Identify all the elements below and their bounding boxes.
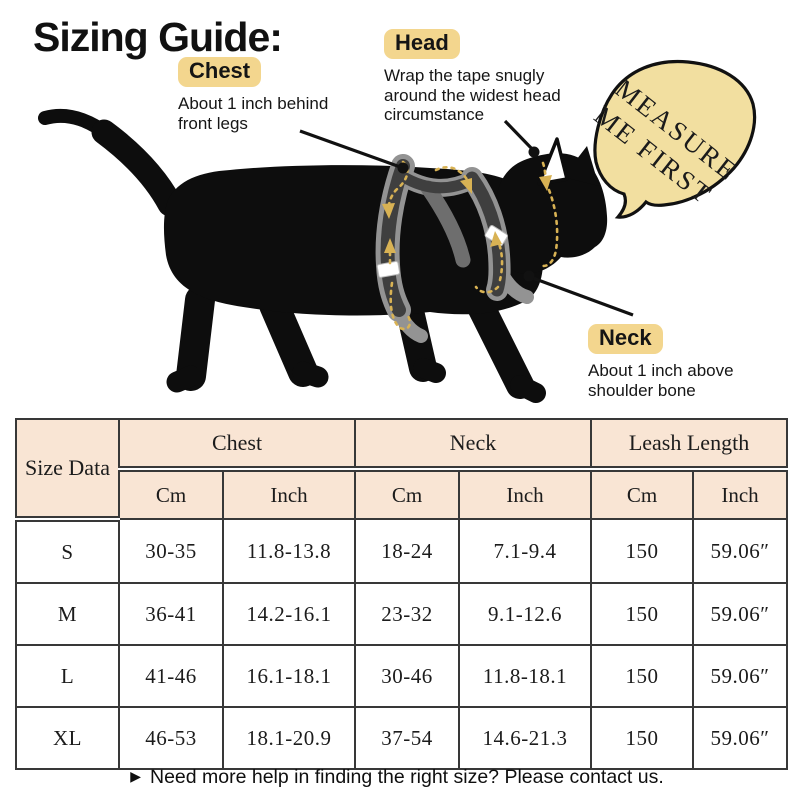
cell-chest-cm: 30-35	[118, 518, 224, 584]
footer-note-text: Need more help in finding the right size…	[149, 766, 664, 788]
size-table: Size Data Chest Neck Leash Length Cm Inc…	[15, 418, 789, 770]
table-row-xl: XL 46-53 18.1-20.9 37-54 14.6-21.3 150 5…	[15, 706, 789, 770]
corner-header-size-data: Size Data	[15, 418, 120, 522]
size-table-container: Size Data Chest Neck Leash Length Cm Inc…	[15, 418, 789, 770]
footer-note: ▶ Need more help in finding the right siz…	[0, 766, 794, 789]
harness-far-strap	[420, 180, 471, 268]
tape-neck-up	[496, 239, 504, 282]
leader-line-head	[503, 119, 536, 153]
cell-chest-inch: 18.1-20.9	[222, 706, 356, 770]
cell-chest-cm: 46-53	[118, 706, 224, 770]
tape-hanging-loop	[389, 281, 412, 331]
table-row-l: L 41-46 16.1-18.1 30-46 11.8-18.1 150 59…	[15, 644, 789, 708]
harness-buckle-chest	[376, 261, 401, 278]
unit-header-leash-inch: Inch	[692, 468, 789, 520]
measuring-tape-arrows	[382, 175, 552, 253]
cell-leash-cm: 150	[590, 706, 695, 770]
unit-header-neck-inch: Inch	[457, 468, 593, 520]
size-label: L	[15, 644, 120, 708]
arrow-right-icon: ▶	[130, 768, 141, 784]
size-label: XL	[15, 706, 120, 770]
tape-neck-bottom	[474, 285, 500, 294]
speech-bubble	[593, 59, 757, 219]
neck-callout-label: Neck	[588, 324, 663, 355]
tape-back-arc	[434, 166, 470, 183]
cat-measuring-illustration: MEASURE ME FIRST	[38, 59, 757, 403]
leader-dots	[397, 146, 540, 282]
leader-line-neck	[529, 275, 634, 317]
size-label: M	[15, 582, 120, 646]
group-header-chest: Chest	[118, 418, 356, 472]
cell-neck-inch: 14.6-21.3	[457, 706, 593, 770]
group-header-neck: Neck	[353, 418, 593, 472]
leader-line-chest	[299, 129, 404, 170]
chest-callout-note: About 1 inch behind front legs	[178, 94, 329, 133]
cell-chest-inch: 16.1-18.1	[222, 644, 356, 708]
neck-callout-note: About 1 inch above shoulder bone	[588, 361, 734, 400]
cell-neck-cm: 23-32	[354, 582, 460, 646]
cell-neck-inch: 7.1-9.4	[457, 518, 593, 584]
cell-neck-inch: 11.8-18.1	[457, 644, 593, 708]
cell-leash-inch: 59.06″	[692, 706, 789, 770]
cell-chest-inch: 14.2-16.1	[222, 582, 356, 646]
cell-leash-cm: 150	[590, 518, 695, 584]
leader-lines	[299, 119, 634, 317]
unit-header-leash-cm: Cm	[590, 468, 695, 520]
cell-neck-cm: 30-46	[354, 644, 460, 708]
cell-leash-inch: 59.06″	[692, 644, 789, 708]
unit-header-chest-cm: Cm	[118, 468, 224, 520]
unit-header-neck-cm: Cm	[354, 468, 460, 520]
head-callout-note: Wrap the tape snugly around the widest h…	[384, 66, 561, 125]
tape-head-loop	[541, 188, 559, 268]
cat-body	[163, 165, 544, 316]
cell-leash-cm: 150	[590, 582, 695, 646]
cell-neck-inch: 9.1-12.6	[457, 582, 593, 646]
head-callout-label: Head	[384, 29, 460, 60]
chest-callout-label: Chest	[178, 57, 262, 88]
unit-header-chest-inch: Inch	[222, 468, 356, 520]
page-title: Sizing Guide:	[33, 14, 283, 60]
cell-leash-cm: 150	[590, 644, 695, 708]
cell-chest-inch: 11.8-13.8	[222, 518, 356, 584]
size-label: S	[15, 518, 120, 584]
cell-chest-cm: 41-46	[118, 644, 224, 708]
cat-tail-base	[91, 119, 183, 217]
cell-neck-cm: 37-54	[354, 706, 460, 770]
table-row-s: S 30-35 11.8-13.8 18-24 7.1-9.4 150 59.0…	[15, 518, 789, 584]
cat-head	[495, 153, 608, 274]
cat-far-ear	[563, 146, 599, 186]
cell-chest-cm: 36-41	[118, 582, 224, 646]
cell-leash-inch: 59.06″	[692, 582, 789, 646]
table-row-m: M 36-41 14.2-16.1 23-32 9.1-12.6 150 59.…	[15, 582, 789, 646]
group-header-leash-length: Leash Length	[590, 418, 789, 472]
cell-leash-inch: 59.06″	[692, 518, 789, 584]
cell-neck-cm: 18-24	[354, 518, 460, 584]
